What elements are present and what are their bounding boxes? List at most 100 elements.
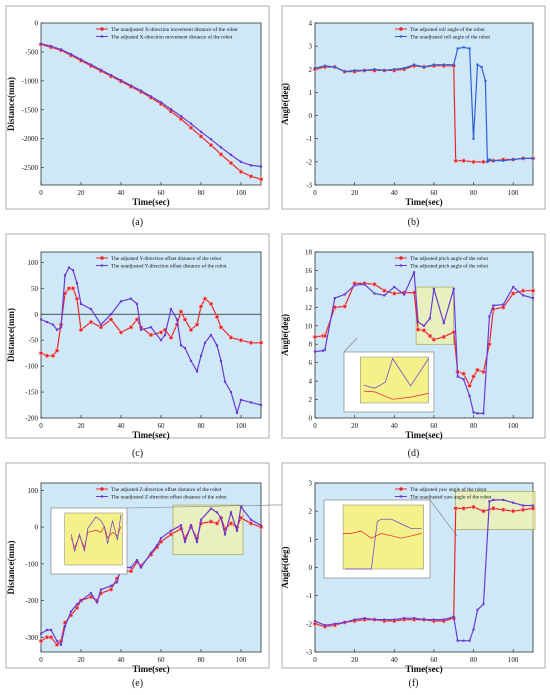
data-point	[74, 605, 80, 611]
data-point	[442, 618, 445, 621]
data-point	[333, 297, 336, 300]
data-point	[228, 521, 234, 526]
data-point	[502, 498, 505, 501]
inset-series-line-1	[363, 390, 429, 400]
panel-caption: (c)	[132, 448, 143, 459]
x-tick-label: 60	[430, 656, 438, 664]
legend-marker	[100, 264, 104, 267]
data-point	[530, 288, 536, 294]
y-tick-label: -1000	[22, 77, 39, 85]
x-tick-label: 100	[508, 422, 519, 430]
data-point	[55, 639, 59, 643]
legend-marker	[399, 27, 403, 31]
data-point	[44, 635, 50, 640]
data-point	[219, 359, 223, 363]
inset-series-line-1	[343, 530, 422, 539]
data-point	[149, 95, 153, 98]
legend-marker	[100, 495, 104, 498]
panel-c: 0 20 40 60 80 100 -200 -150 -100 -50 0 50 100 Time(se…	[5, 233, 270, 459]
data-point	[259, 524, 263, 527]
data-point	[521, 157, 525, 160]
inset-connector	[429, 499, 458, 537]
panel-caption: (b)	[408, 217, 420, 228]
data-point	[134, 317, 140, 322]
x-tick-label: 100	[508, 656, 519, 664]
y-tick-label: -1	[306, 592, 312, 600]
x-tick-label: 80	[470, 422, 478, 430]
data-point	[456, 47, 459, 50]
data-point	[139, 328, 143, 331]
data-point	[427, 333, 433, 339]
data-point	[372, 281, 377, 287]
data-point	[79, 302, 83, 305]
data-point	[403, 293, 406, 296]
data-point	[49, 45, 53, 48]
panel-caption: (f)	[409, 678, 419, 689]
plot-area	[40, 22, 262, 186]
x-axis-label: Time(sec)	[405, 664, 442, 674]
data-point	[239, 398, 243, 401]
y-tick-label: 0	[35, 524, 39, 532]
x-tick-label: 20	[78, 422, 86, 430]
data-point	[512, 285, 515, 289]
y-tick-label: -2	[306, 158, 312, 166]
legend-label: The adjusted X-direction movement distan…	[111, 34, 233, 41]
inset-series-line-2	[345, 518, 422, 570]
data-point	[128, 568, 134, 574]
data-point	[353, 69, 356, 72]
data-point	[50, 353, 56, 359]
data-point	[59, 48, 63, 51]
data-point	[248, 521, 254, 526]
data-point	[99, 68, 103, 71]
data-point	[510, 291, 516, 296]
data-point	[119, 300, 123, 303]
x-tick-label: 0	[39, 656, 43, 664]
data-point	[168, 532, 174, 537]
y-axis-label: Distance(mm)	[6, 308, 16, 362]
data-point	[128, 324, 134, 330]
x-tick-label: 40	[118, 189, 126, 197]
data-point	[488, 500, 491, 503]
data-point	[321, 349, 325, 352]
data-point	[480, 65, 483, 69]
data-point	[63, 625, 67, 628]
data-point	[442, 63, 445, 66]
y-tick-label: 4	[309, 378, 313, 386]
data-point	[238, 337, 244, 343]
data-point	[163, 333, 167, 337]
data-point	[158, 330, 164, 335]
data-point	[238, 169, 244, 174]
series-line-2	[314, 272, 534, 414]
x-tick-label: 20	[351, 422, 359, 430]
y-axis-label: Distance(mm)	[6, 541, 16, 595]
x-tick-label: 60	[430, 189, 438, 197]
data-point	[488, 158, 491, 161]
data-point	[159, 101, 163, 104]
data-point	[486, 160, 489, 163]
data-point	[202, 296, 208, 301]
data-point	[95, 601, 99, 604]
data-point	[422, 65, 426, 69]
y-tick-label: 3	[309, 480, 313, 488]
data-point	[235, 411, 239, 414]
data-point	[472, 137, 475, 140]
y-tick-label: 4	[309, 20, 313, 28]
data-point	[214, 521, 220, 526]
data-point	[481, 159, 486, 165]
legend-label: The unadjusted Y-direction offset distan…	[111, 263, 227, 270]
data-point	[71, 269, 75, 272]
data-point	[88, 319, 94, 325]
data-point	[215, 344, 219, 347]
data-point	[322, 333, 328, 339]
data-point	[468, 639, 471, 642]
data-point	[393, 68, 396, 71]
legend-label: The adjusted yaw angle of the robot	[410, 486, 487, 493]
panel-e: 0 20 40 60 80 100-300-200-1000100Time(sec)Dis…	[5, 462, 372, 689]
data-point	[219, 516, 223, 520]
data-point	[313, 350, 317, 353]
data-point	[342, 304, 348, 309]
data-point	[229, 153, 233, 157]
data-point	[223, 533, 227, 536]
y-axis-label: Distance(mm)	[6, 77, 16, 131]
y-tick-label: -500	[25, 48, 38, 56]
